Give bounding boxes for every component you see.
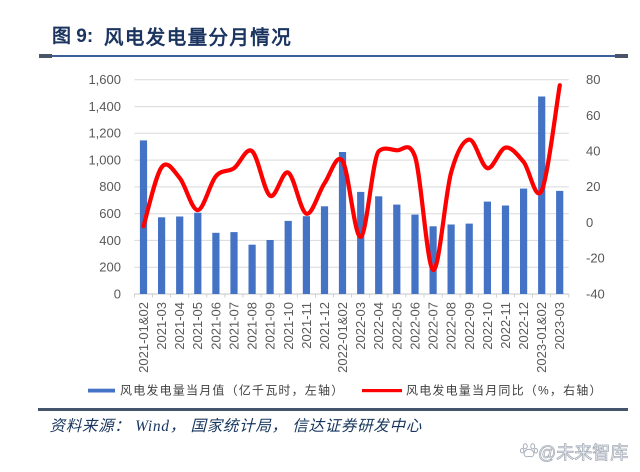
svg-text:200: 200 — [99, 260, 121, 275]
svg-text:20: 20 — [586, 179, 600, 194]
svg-text:2021-12: 2021-12 — [317, 302, 332, 350]
svg-text:2021-11: 2021-11 — [299, 302, 314, 349]
svg-text:800: 800 — [99, 179, 121, 194]
svg-text:2021-04: 2021-04 — [172, 302, 187, 350]
svg-text:400: 400 — [99, 233, 121, 248]
svg-text:2021-06: 2021-06 — [208, 302, 223, 350]
svg-text:40: 40 — [586, 144, 600, 159]
svg-text:80: 80 — [586, 72, 600, 87]
svg-text:风电发电量当月同比（%，右轴）: 风电发电量当月同比（%，右轴） — [406, 383, 603, 398]
svg-text:60: 60 — [586, 108, 600, 123]
svg-text:2022-12: 2022-12 — [516, 302, 531, 350]
svg-text:-40: -40 — [586, 286, 605, 301]
svg-text:1,000: 1,000 — [88, 152, 121, 167]
svg-text:2022-03: 2022-03 — [353, 302, 368, 350]
svg-text:2022-01&02: 2022-01&02 — [335, 302, 350, 373]
svg-text:2021-10: 2021-10 — [281, 302, 296, 350]
svg-text:2021-08: 2021-08 — [245, 302, 260, 350]
svg-text:1,400: 1,400 — [88, 99, 121, 114]
svg-text:2023-03: 2023-03 — [552, 302, 567, 350]
svg-text:2022-11: 2022-11 — [498, 302, 513, 349]
svg-text:1,600: 1,600 — [88, 72, 121, 87]
svg-text:-20: -20 — [586, 251, 605, 266]
svg-text:2022-05: 2022-05 — [389, 302, 404, 350]
svg-text:风电发电量当月值（亿千瓦时，左轴）: 风电发电量当月值（亿千瓦时，左轴） — [120, 383, 344, 398]
svg-text:0: 0 — [114, 286, 121, 301]
svg-text:1,200: 1,200 — [88, 126, 121, 141]
svg-text:2021-09: 2021-09 — [263, 302, 278, 350]
svg-text:2022-08: 2022-08 — [444, 302, 459, 350]
svg-text:2022-07: 2022-07 — [426, 302, 441, 350]
svg-text:2023-01&02: 2023-01&02 — [534, 302, 549, 373]
svg-text:0: 0 — [586, 215, 593, 230]
svg-text:2021-07: 2021-07 — [227, 302, 242, 350]
svg-text:2022-10: 2022-10 — [480, 302, 495, 350]
svg-text:2022-09: 2022-09 — [462, 302, 477, 350]
svg-text:2022-04: 2022-04 — [371, 302, 386, 350]
svg-text:2021-03: 2021-03 — [154, 302, 169, 350]
svg-text:600: 600 — [99, 206, 121, 221]
svg-text:2021-05: 2021-05 — [190, 302, 205, 350]
svg-text:2022-06: 2022-06 — [408, 302, 423, 350]
svg-text:2021-01&02: 2021-01&02 — [136, 302, 151, 373]
